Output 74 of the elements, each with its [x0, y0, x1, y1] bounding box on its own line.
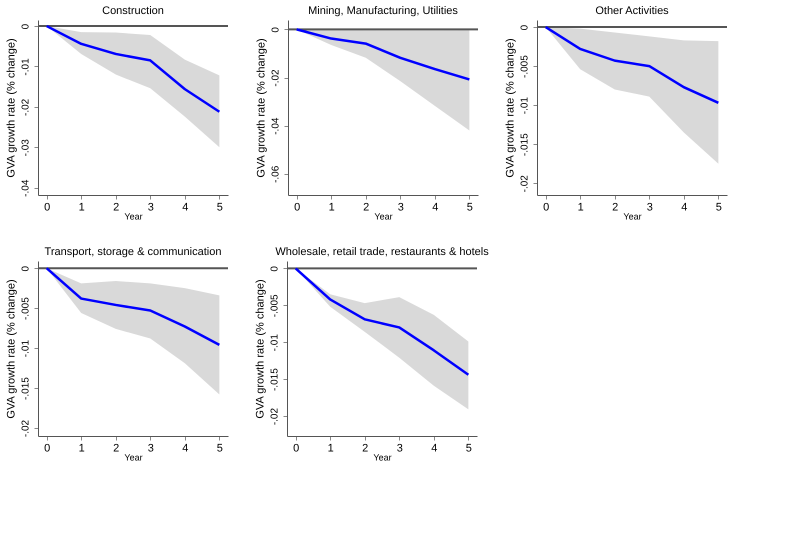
x-tick-label: 5	[716, 202, 722, 214]
y-axis-title: GVA growth rate (% change)	[6, 38, 18, 178]
y-tick-label: -.005	[520, 54, 530, 78]
chart-title: Mining, Manufacturing, Utilities	[308, 5, 458, 17]
x-tick-label: 2	[113, 202, 120, 214]
y-tick-label: -.01	[20, 340, 32, 358]
y-axis-title: GVA growth rate (% change)	[504, 38, 516, 178]
x-axis-title: Year	[623, 212, 642, 222]
x-axis-title: Year	[124, 452, 143, 462]
x-tick-label: 5	[466, 202, 473, 214]
y-tick-label: -.02	[20, 419, 32, 438]
x-axis-title: Year	[373, 452, 392, 462]
y-axis-title: GVA growth rate (% change)	[256, 38, 268, 178]
line-series	[45, 24, 221, 113]
chart-title: Transport, storage & communication	[44, 246, 222, 258]
x-tick-label: 2	[362, 442, 368, 454]
x-tick-label: 4	[432, 202, 438, 214]
x-tick-label: 0	[543, 202, 550, 214]
y-tick-label: -.02	[270, 408, 280, 426]
y-axis-title: GVA growth rate (% change)	[254, 279, 266, 419]
x-tick-label: 4	[182, 442, 188, 454]
x-tick-label: 0	[294, 202, 300, 214]
line-series	[295, 28, 471, 81]
line-series	[45, 266, 221, 346]
y-axis-title: GVA growth rate (% change)	[6, 279, 18, 419]
x-tick-label: 1	[578, 202, 584, 214]
y-tick-label: -.01	[520, 96, 530, 114]
y-tick-label: 0	[20, 265, 32, 272]
x-tick-label: 0	[44, 442, 50, 454]
chart-title: Construction	[102, 5, 164, 17]
x-tick-label: 3	[148, 442, 154, 454]
y-tick-label: -.005	[270, 294, 280, 318]
x-tick-label: 4	[182, 202, 188, 214]
y-tick-label: -.015	[270, 368, 280, 392]
y-tick-label: -.03	[20, 138, 32, 156]
y-tick-label: -.005	[20, 296, 32, 320]
y-tick-label: -.02	[20, 98, 32, 116]
x-tick-label: 0	[44, 202, 50, 214]
x-tick-label: 3	[398, 202, 404, 214]
x-tick-label: 4	[431, 442, 438, 454]
x-tick-label: 2	[113, 442, 120, 454]
x-tick-label: 3	[148, 202, 154, 214]
chart-title: Other Activities	[595, 5, 670, 17]
y-tick-label: -.04	[270, 117, 282, 135]
line-series	[544, 26, 720, 104]
y-tick-label: 0	[270, 266, 280, 272]
y-tick-label: -.06	[270, 165, 282, 183]
x-tick-label: 4	[681, 202, 688, 214]
x-tick-label: 1	[328, 202, 335, 214]
x-tick-label: 1	[328, 442, 334, 454]
x-tick-label: 3	[396, 442, 403, 454]
y-tick-label: 0	[270, 26, 282, 33]
y-tick-label: -.02	[520, 174, 530, 192]
x-tick-label: 5	[216, 202, 223, 214]
x-tick-label: 1	[78, 202, 85, 214]
y-tick-label: 0	[20, 23, 32, 30]
x-tick-label: 2	[612, 202, 618, 214]
x-tick-label: 3	[646, 202, 653, 214]
y-tick-label: -.04	[20, 179, 32, 197]
y-tick-label: -.01	[270, 334, 280, 352]
x-axis-title: Year	[124, 212, 143, 222]
y-tick-label: -.01	[20, 58, 32, 76]
x-tick-label: 5	[216, 442, 223, 454]
y-tick-label: -.015	[20, 376, 32, 400]
y-tick-label: 0	[520, 24, 530, 30]
x-tick-label: 5	[466, 442, 472, 454]
x-tick-label: 1	[78, 442, 85, 454]
chart-title: Wholesale, retail trade, restaurants & hotels	[275, 246, 490, 258]
x-tick-label: 0	[293, 442, 300, 454]
line-series	[294, 267, 470, 376]
y-tick-label: -.015	[520, 132, 530, 156]
x-axis-title: Year	[374, 212, 393, 222]
y-tick-label: -.02	[270, 68, 282, 87]
x-tick-label: 2	[363, 202, 370, 214]
